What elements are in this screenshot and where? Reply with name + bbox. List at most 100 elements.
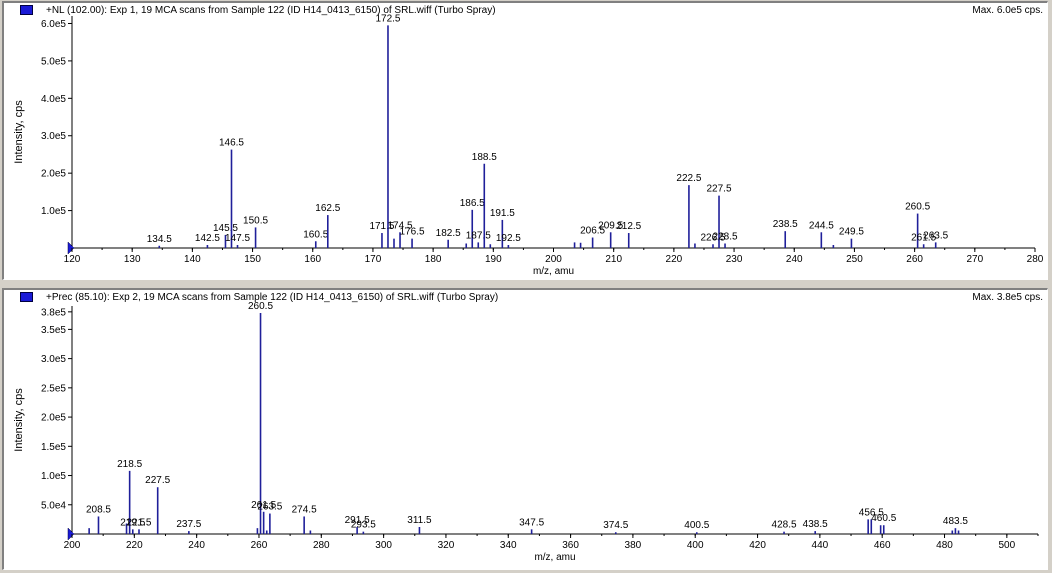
series-color-swatch[interactable] xyxy=(20,292,33,302)
x-tick-label: 500 xyxy=(998,540,1015,551)
y-tick-label: 1.0e5 xyxy=(41,471,66,482)
peak-label: 438.5 xyxy=(803,519,828,530)
x-tick-label: 130 xyxy=(124,254,141,265)
x-tick-label: 150 xyxy=(244,254,261,265)
x-tick-label: 270 xyxy=(966,254,983,265)
peak-label: 221.5 xyxy=(126,517,151,528)
peak-label: 209.5 xyxy=(598,220,623,231)
peak-label: 171.5 xyxy=(369,221,394,232)
peak-label: 134.5 xyxy=(147,234,172,245)
x-tick-label: 170 xyxy=(365,254,382,265)
panel-header: +NL (102.00): Exp 1, 19 MCA scans from S… xyxy=(4,3,1047,19)
y-tick-label: 5.0e4 xyxy=(41,500,66,511)
peak-label: 212.5 xyxy=(616,221,641,232)
peak-label: 261.5 xyxy=(251,500,276,511)
y-tick-label: 3.8e5 xyxy=(41,307,66,318)
peak-label: 274.5 xyxy=(292,504,317,515)
x-tick-label: 210 xyxy=(605,254,622,265)
axis-origin-marker xyxy=(67,241,75,255)
x-tick-label: 360 xyxy=(562,540,579,551)
peak-label: 244.5 xyxy=(809,220,834,231)
x-tick-label: 180 xyxy=(425,254,442,265)
y-tick-label: 4.0e5 xyxy=(41,94,66,105)
peak-label: 237.5 xyxy=(176,519,201,530)
x-tick-label: 220 xyxy=(126,540,143,551)
peak-label: 228.5 xyxy=(713,232,738,243)
y-axis-title: Intensity, cps xyxy=(13,100,25,164)
peak-label: 150.5 xyxy=(243,215,268,226)
peak-label: 206.5 xyxy=(580,226,605,237)
x-tick-label: 460 xyxy=(874,540,891,551)
peak-label: 222.5 xyxy=(676,173,701,184)
x-tick-label: 400 xyxy=(687,540,704,551)
peak-label: 347.5 xyxy=(519,517,544,528)
max-intensity-label: Max. 3.8e5 cps. xyxy=(972,292,1043,303)
peak-label: 208.5 xyxy=(86,504,111,515)
peak-label: 186.5 xyxy=(460,198,485,209)
axis-origin-marker xyxy=(67,527,75,541)
y-tick-label: 1.5e5 xyxy=(41,442,66,453)
x-tick-label: 190 xyxy=(485,254,502,265)
peak-label: 460.5 xyxy=(871,513,896,524)
peak-label: 428.5 xyxy=(772,520,797,531)
peak-label: 192.5 xyxy=(496,233,521,244)
peak-label: 142.5 xyxy=(195,233,220,244)
x-tick-label: 240 xyxy=(786,254,803,265)
peak-label: 260.5 xyxy=(905,202,930,213)
x-tick-label: 260 xyxy=(251,540,268,551)
peak-label: 176.5 xyxy=(400,227,425,238)
y-tick-label: 3.0e5 xyxy=(41,354,66,365)
x-tick-label: 300 xyxy=(375,540,392,551)
peak-label: 374.5 xyxy=(603,520,628,531)
x-tick-label: 320 xyxy=(438,540,455,551)
panel-title: +Prec (85.10): Exp 2, 19 MCA scans from … xyxy=(46,292,499,303)
peak-label: 219.5 xyxy=(120,517,145,528)
peak-label: 227.5 xyxy=(145,475,170,486)
x-tick-label: 480 xyxy=(936,540,953,551)
peak-label: 483.5 xyxy=(943,516,968,527)
peak-label: 147.5 xyxy=(225,233,250,244)
peak-label: 172.5 xyxy=(375,13,400,24)
series-color-swatch[interactable] xyxy=(20,5,33,15)
x-tick-label: 340 xyxy=(500,540,517,551)
x-tick-label: 120 xyxy=(64,254,81,265)
x-tick-label: 280 xyxy=(313,540,330,551)
peak-label: 182.5 xyxy=(436,228,461,239)
peak-label: 263.5 xyxy=(257,502,282,513)
x-axis-title: m/z, amu xyxy=(534,552,575,563)
y-tick-label: 5.0e5 xyxy=(41,56,66,67)
y-tick-label: 1.0e5 xyxy=(41,206,66,217)
y-tick-label: 3.0e5 xyxy=(41,131,66,142)
peak-label: 160.5 xyxy=(303,229,328,240)
spectrum-panel-1[interactable]: +NL (102.00): Exp 1, 19 MCA scans from S… xyxy=(2,1,1048,280)
x-tick-label: 200 xyxy=(545,254,562,265)
peak-label: 291.5 xyxy=(345,515,370,526)
peak-label: 263.5 xyxy=(923,230,948,241)
x-tick-label: 230 xyxy=(726,254,743,265)
spectrum-chart-2[interactable]: 200 220 240 260 280 300 320 340 360 380 400 420 440 4… xyxy=(4,290,1047,569)
peak-label: 187.5 xyxy=(466,230,491,241)
y-tick-label: 2.5e5 xyxy=(41,383,66,394)
x-tick-label: 200 xyxy=(64,540,81,551)
peak-label: 174.5 xyxy=(388,220,413,231)
x-tick-label: 240 xyxy=(188,540,205,551)
peak-label: 145.5 xyxy=(213,223,238,234)
panel-header: +Prec (85.10): Exp 2, 19 MCA scans from … xyxy=(4,290,1047,306)
spectrum-panel-2[interactable]: +Prec (85.10): Exp 2, 19 MCA scans from … xyxy=(2,288,1048,570)
peak-label: 293.5 xyxy=(351,520,376,531)
peak-label: 238.5 xyxy=(773,219,798,230)
y-tick-label: 2.0e5 xyxy=(41,169,66,180)
max-intensity-label: Max. 6.0e5 cps. xyxy=(972,5,1043,16)
x-tick-label: 380 xyxy=(625,540,642,551)
peak-label: 260.5 xyxy=(248,301,273,312)
y-axis-title: Intensity, cps xyxy=(13,388,25,452)
x-tick-label: 140 xyxy=(184,254,201,265)
y-tick-label: 3.5e5 xyxy=(41,325,66,336)
peak-label: 188.5 xyxy=(472,152,497,163)
peak-label: 191.5 xyxy=(490,208,515,219)
x-tick-label: 280 xyxy=(1027,254,1044,265)
peak-label: 146.5 xyxy=(219,138,244,149)
peak-label: 162.5 xyxy=(315,203,340,214)
x-tick-label: 220 xyxy=(666,254,683,265)
spectrum-chart-1[interactable]: 120 130 140 150 160 170 180 190 200 210 220 230 240 2… xyxy=(4,3,1047,279)
